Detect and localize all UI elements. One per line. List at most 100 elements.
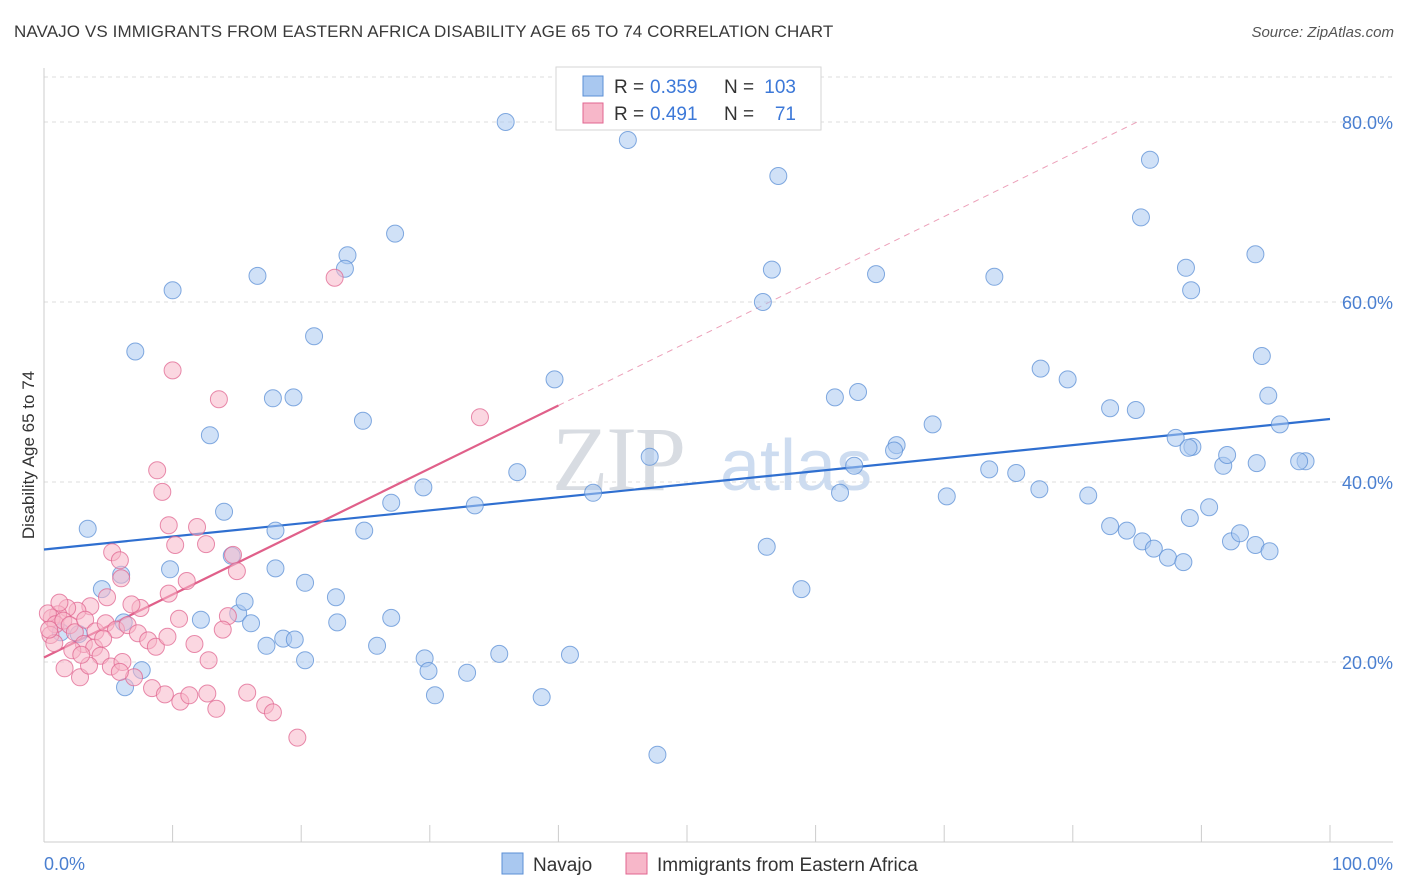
point-0-14	[1246, 245, 1265, 264]
point-1-38	[146, 637, 165, 656]
trend-line-eastern-africa-extension	[558, 121, 1138, 406]
point-1-1	[163, 361, 182, 380]
point-0-5	[248, 266, 267, 285]
point-0-48	[161, 560, 180, 579]
point-1-4	[148, 461, 167, 480]
point-0-8	[867, 265, 886, 284]
point-0-45	[78, 519, 97, 538]
point-0-31	[1031, 359, 1050, 378]
trend-line-navajo	[43, 417, 1331, 551]
bottom-legend-label-navajo: Navajo	[533, 855, 592, 876]
point-0-25	[753, 293, 772, 311]
point-1-66	[288, 728, 307, 747]
point-0-73	[1200, 498, 1219, 517]
point-1-43	[213, 620, 232, 639]
point-1-8	[166, 536, 185, 554]
point-1-54	[40, 620, 59, 639]
point-0-81	[326, 588, 345, 607]
point-0-0	[496, 113, 515, 131]
point-1-10	[224, 545, 243, 564]
point-0-50	[266, 521, 285, 540]
x-tick-label-min: 0.0%	[44, 854, 85, 874]
point-0-104	[425, 686, 444, 705]
point-0-82	[328, 613, 347, 632]
point-0-54	[465, 496, 484, 515]
point-1-19	[122, 595, 141, 614]
point-0-89	[242, 614, 261, 633]
point-0-97	[419, 662, 438, 680]
point-0-103	[648, 745, 667, 764]
point-0-12	[1176, 258, 1195, 277]
watermark-zip: ZIP	[552, 408, 684, 510]
point-0-6	[163, 281, 182, 300]
point-0-94	[368, 636, 387, 655]
point-0-27	[849, 383, 868, 401]
point-1-65	[263, 703, 282, 722]
point-0-2	[769, 167, 788, 185]
point-0-98	[458, 663, 477, 682]
point-1-60	[180, 686, 199, 705]
trend-lines	[43, 121, 1331, 659]
point-1-70	[94, 629, 113, 648]
point-1-61	[198, 684, 217, 703]
point-0-35	[1166, 428, 1185, 447]
point-0-99	[490, 644, 509, 663]
point-0-26	[825, 388, 844, 407]
point-0-86	[191, 610, 210, 629]
point-0-72	[1180, 509, 1199, 527]
point-0-71	[1174, 553, 1193, 572]
point-0-51	[355, 521, 374, 540]
point-1-16	[177, 572, 196, 590]
point-0-93	[296, 651, 315, 670]
point-1-5	[153, 482, 172, 501]
point-0-1	[618, 131, 637, 149]
point-0-59	[831, 483, 850, 502]
point-0-62	[980, 460, 999, 479]
point-0-9	[985, 267, 1004, 286]
legend-r-value-eastern-africa: 0.491	[650, 104, 698, 125]
y-tick-label-80: 80.0%	[1342, 113, 1393, 133]
point-0-11	[1131, 208, 1150, 227]
point-1-13	[110, 551, 129, 570]
point-1-39	[158, 627, 177, 646]
point-1-42	[199, 651, 218, 670]
point-1-67	[110, 662, 129, 681]
point-1-40	[170, 609, 189, 628]
point-0-30	[923, 415, 942, 434]
series-legend: Navajo Immigrants from Eastern Africa	[501, 852, 918, 876]
point-0-67	[1117, 521, 1136, 540]
point-0-3	[386, 224, 405, 243]
y-tick-label-40: 40.0%	[1342, 473, 1393, 493]
data-points	[38, 113, 1315, 764]
point-1-2	[209, 390, 228, 409]
point-0-64	[1030, 480, 1049, 499]
point-1-41	[185, 635, 204, 653]
legend-r-label-eastern-africa: R =	[614, 104, 644, 125]
point-0-75	[1230, 524, 1249, 543]
trend-line-eastern-africa	[43, 404, 559, 659]
point-0-16	[126, 342, 145, 361]
point-0-40	[1259, 386, 1278, 405]
point-1-50	[55, 659, 74, 678]
point-1-58	[155, 685, 174, 704]
x-tick-label-max: 100.0%	[1332, 854, 1393, 874]
point-0-90	[257, 636, 276, 655]
point-1-63	[238, 683, 257, 702]
legend-n-value-navajo: 103	[764, 77, 796, 98]
bottom-legend-swatch-eastern-africa	[625, 852, 648, 875]
point-0-41	[1252, 347, 1271, 365]
legend-r-value-navajo: 0.359	[650, 77, 698, 98]
point-0-18	[263, 389, 282, 408]
point-1-15	[159, 584, 178, 603]
point-1-20	[98, 588, 117, 607]
point-0-17	[200, 426, 219, 445]
legend-n-label-eastern-africa: N =	[724, 104, 754, 125]
point-0-58	[792, 580, 811, 599]
legend-swatch-eastern-africa	[582, 102, 604, 124]
grid	[44, 76, 1393, 663]
point-0-77	[1260, 542, 1279, 561]
point-0-92	[285, 630, 304, 649]
point-0-66	[1101, 517, 1120, 536]
point-1-3	[470, 408, 489, 427]
